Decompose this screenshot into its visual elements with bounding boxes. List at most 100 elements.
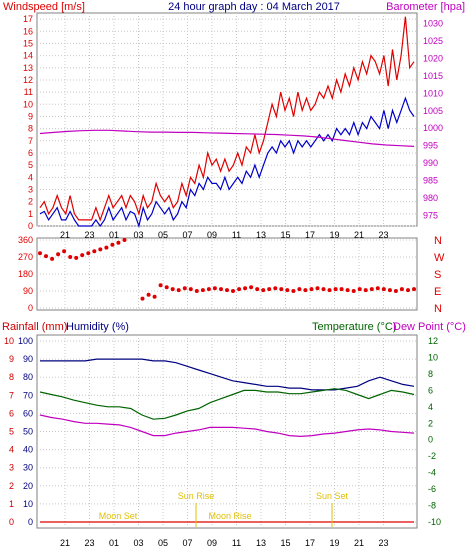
series-line-barometer-hpa- — [39, 129, 415, 147]
x-tick-label: 17 — [305, 538, 315, 548]
barometer-tick-label: 1015 — [423, 71, 443, 81]
windspeed-tick-label: 4 — [28, 172, 33, 182]
direction-point — [243, 286, 248, 291]
barometer-tick-label: 1020 — [423, 53, 443, 63]
x-tick-label: 11 — [232, 538, 241, 548]
direction-point — [249, 285, 254, 290]
x-tick-label: 15 — [280, 538, 290, 548]
direction-point — [375, 286, 380, 291]
windspeed-tick-label: 12 — [23, 75, 33, 85]
rainfall-tick-label: 5 — [9, 427, 14, 437]
rainfall-tick-label: 0 — [9, 517, 14, 527]
direction-point — [188, 287, 193, 292]
rainfall-tick-label: 9 — [9, 354, 14, 364]
direction-point — [164, 285, 169, 290]
windspeed-tick-label: 11 — [24, 87, 33, 97]
series-line-temperature-c- — [39, 388, 415, 420]
direction-point — [279, 287, 284, 292]
temperature-tick-label: 0 — [428, 435, 433, 445]
x-tick-label: 19 — [329, 538, 339, 548]
x-tick-label: 23 — [378, 538, 388, 548]
barometer-tick-label: 1010 — [423, 88, 443, 98]
compass-label: E — [434, 286, 441, 298]
windspeed-tick-label: 14 — [23, 51, 33, 61]
direction-point — [92, 249, 97, 254]
compass-label: N — [434, 303, 442, 315]
direction-point — [182, 286, 187, 291]
direction-point — [309, 287, 314, 292]
direction-point — [219, 287, 223, 292]
x-tick-label: 17 — [305, 230, 315, 240]
x-tick-label: 21 — [354, 538, 364, 548]
direction-point — [255, 287, 260, 292]
x-tick-label: 07 — [182, 538, 192, 548]
moon-set-label: Moon Set — [99, 511, 138, 521]
barometer-tick-label: 995 — [423, 141, 438, 151]
direction-point — [231, 289, 235, 293]
barometer-tick-label: 975 — [423, 211, 438, 221]
direction-point — [98, 247, 103, 252]
series-line-windspeed-m-s- — [39, 16, 415, 222]
windspeed-tick-label: 13 — [23, 63, 33, 73]
temperature-tick-label: 10 — [428, 352, 438, 362]
direction-point — [285, 288, 290, 293]
barometer-axis-title: Barometer [hpa] — [386, 1, 465, 13]
direction-point — [381, 287, 386, 292]
rainfall-tick-label: 3 — [9, 463, 14, 473]
humidity-axis-title: Humidity (%) — [66, 321, 129, 333]
rainfall-tick-label: 4 — [9, 445, 14, 455]
compass-label: N — [434, 235, 442, 247]
windspeed-tick-label: 16 — [23, 26, 33, 36]
direction-point — [399, 287, 404, 292]
x-tick-label: 09 — [207, 538, 217, 548]
direction-point — [406, 288, 410, 293]
direction-point — [110, 242, 115, 247]
humidity-tick-label: 40 — [23, 445, 33, 455]
humidity-tick-label: 50 — [23, 427, 33, 437]
windspeed-tick-label: 2 — [28, 197, 33, 207]
direction-point — [140, 296, 145, 301]
direction-point — [56, 252, 61, 257]
humidity-tick-label: 30 — [23, 463, 33, 473]
direction-point — [225, 288, 229, 293]
direction-point — [206, 287, 211, 292]
x-tick-label: 01 — [109, 538, 119, 548]
x-tick-label: 13 — [256, 538, 266, 548]
humidity-tick-label: 10 — [23, 499, 33, 509]
series-line-dew-point-c- — [39, 414, 415, 438]
x-tick-label: 19 — [329, 230, 339, 240]
direction-point — [62, 249, 67, 254]
sun-set-label: Sun Set — [316, 491, 349, 501]
windspeed-tick-label: 3 — [28, 184, 33, 194]
x-tick-label: 23 — [84, 230, 94, 240]
humidity-tick-label: 90 — [23, 354, 33, 364]
rainfall-tick-label: 2 — [9, 481, 14, 491]
direction-point — [44, 254, 48, 259]
barometer-tick-label: 1025 — [423, 36, 443, 46]
direction-point — [339, 287, 344, 292]
direction-point — [116, 240, 121, 245]
graph-title: 24 hour graph day : 04 March 2017 — [168, 1, 340, 13]
windspeed-tick-label: 15 — [23, 38, 33, 48]
temperature-tick-label: 12 — [428, 336, 438, 346]
direction-point — [327, 288, 332, 293]
temperature-tick-label: -10 — [428, 517, 441, 527]
direction-point — [50, 256, 55, 261]
direction-point — [104, 245, 109, 250]
direction-point — [369, 287, 374, 292]
barometer-tick-label: 985 — [423, 176, 438, 186]
temperature-axis-title: Temperature (°C) — [312, 321, 396, 333]
compass-label: W — [434, 252, 445, 264]
direction-point — [200, 288, 205, 293]
direction-point — [321, 287, 326, 292]
direction-point — [333, 287, 338, 292]
temperature-tick-label: -2 — [428, 451, 436, 461]
direction-point — [315, 286, 320, 291]
direction-point — [212, 286, 217, 291]
windspeed-tick-label: 7 — [28, 136, 33, 146]
direction-point — [38, 251, 42, 256]
barometer-tick-label: 980 — [423, 193, 438, 203]
x-tick-label: 21 — [60, 230, 70, 240]
windspeed-tick-label: 9 — [28, 111, 33, 121]
